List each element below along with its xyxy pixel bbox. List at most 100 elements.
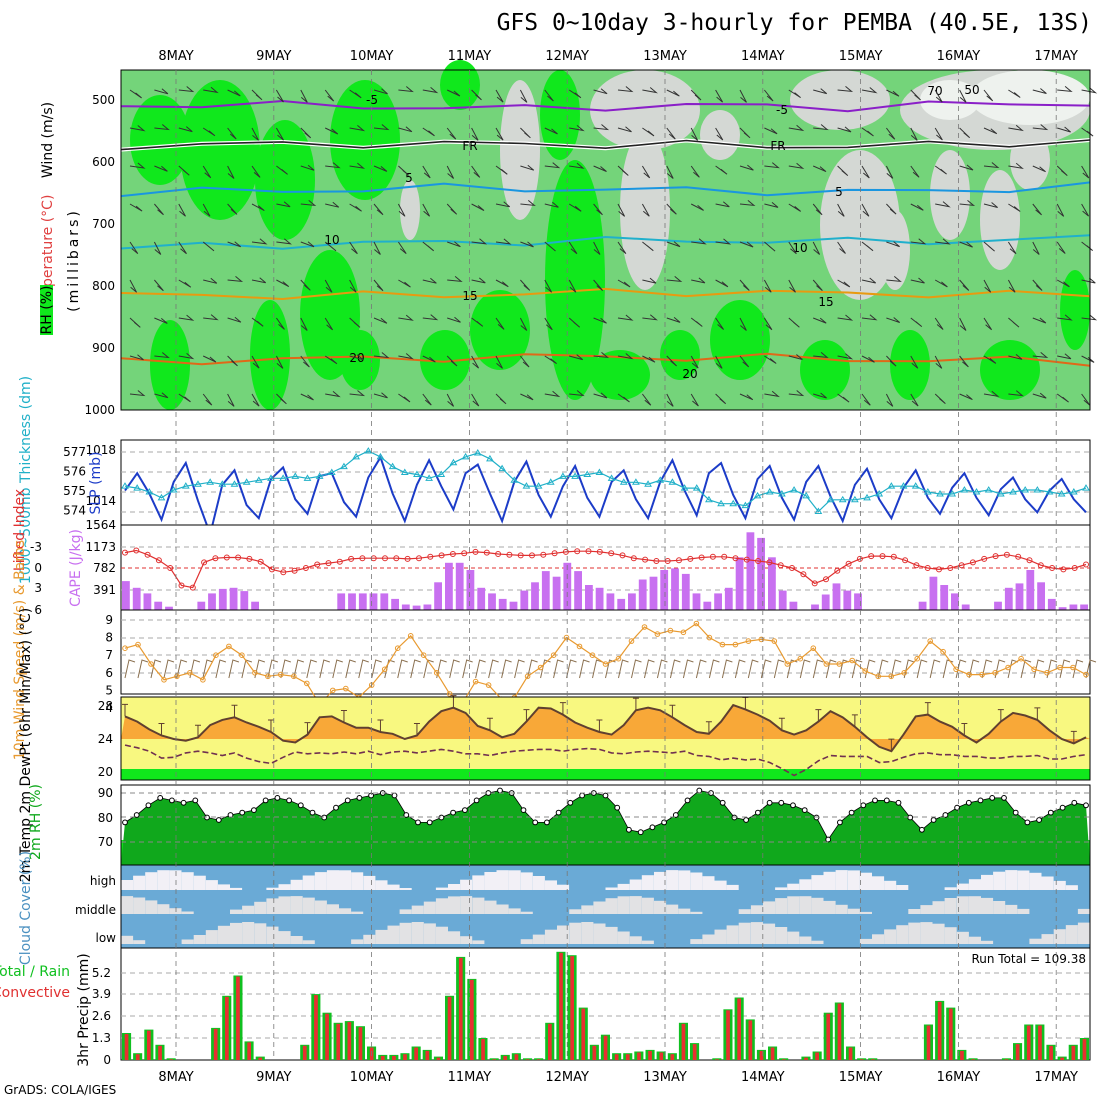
- thickness-point: [729, 499, 738, 507]
- cloud-block: [690, 939, 703, 944]
- wind-barb: [886, 276, 902, 283]
- wind-barb: [1056, 241, 1066, 254]
- wind-barb: [422, 241, 435, 252]
- precip-convective-bar: [525, 1059, 530, 1060]
- wind-barb: [861, 127, 874, 137]
- cloud-block: [508, 908, 521, 914]
- thickness-point: [242, 478, 251, 485]
- wind-barb: [715, 201, 730, 208]
- cloud-block: [641, 875, 654, 890]
- wind-barb: [617, 86, 634, 93]
- wind10-speed-point: [589, 652, 596, 659]
- cloud-block: [714, 880, 727, 890]
- li-point: [540, 551, 547, 558]
- precip-convective-bar: [625, 1054, 630, 1060]
- cloud-block: [569, 922, 582, 944]
- rh-moist-area: [980, 340, 1040, 400]
- cloud-block: [266, 898, 279, 914]
- wind-barb: [1008, 354, 1023, 360]
- cloud-block: [1017, 870, 1030, 890]
- precip-convective-bar: [804, 1057, 808, 1060]
- wind-barb: [812, 203, 823, 216]
- rh-moist-area: [150, 320, 190, 410]
- thickness-point: [717, 499, 725, 507]
- precip-convective-bar: [737, 998, 741, 1060]
- li-point: [314, 561, 321, 568]
- li-point: [687, 555, 694, 562]
- wind-barb: [422, 127, 435, 137]
- cloud-block: [981, 897, 994, 914]
- wind-barb: [203, 277, 218, 284]
- wind-barb: [1081, 127, 1094, 137]
- wind-barb: [813, 88, 828, 95]
- cloud-block: [399, 909, 412, 914]
- cloud-block: [835, 870, 848, 890]
- isotherm-line-FR: [120, 139, 1091, 151]
- cloud-block: [278, 931, 291, 944]
- cloud-block: [641, 897, 654, 914]
- precip-convective-bar: [225, 996, 229, 1060]
- day-label-bottom: 15MAY: [839, 1070, 883, 1085]
- wind10-barb: [968, 659, 980, 679]
- wind-barb: [471, 165, 481, 178]
- wind10-speed-point: [278, 671, 284, 678]
- cloud-block: [702, 876, 715, 890]
- cloud-block: [363, 934, 376, 944]
- pressure-tick-label: 900: [92, 341, 115, 355]
- wind-barb: [202, 355, 217, 363]
- thickness-point: [157, 493, 166, 501]
- precip-convective-bar: [492, 1059, 496, 1060]
- t2m-minmax-bar: [304, 722, 311, 735]
- wind-barb: [788, 279, 796, 293]
- li-point: [336, 558, 343, 565]
- wind-barb: [495, 317, 505, 330]
- cloud-block: [302, 875, 315, 890]
- day-label-bottom: 13MAY: [643, 1070, 687, 1085]
- wind10-speed-point: [485, 682, 492, 688]
- cape-bar: [552, 576, 561, 610]
- cloud-block: [908, 922, 921, 944]
- li-point: [721, 553, 728, 560]
- wind10-barb: [851, 659, 863, 679]
- cloud-block: [593, 901, 606, 914]
- thickness-point: [1045, 488, 1054, 495]
- cloud-block: [484, 900, 497, 914]
- wind-barb: [129, 390, 146, 397]
- wind10-speed-point: [291, 673, 297, 680]
- wind-barb: [129, 354, 144, 361]
- rh-point: [942, 812, 949, 818]
- li-point: [517, 552, 524, 559]
- cape-bar: [778, 590, 787, 610]
- cape-bar: [251, 601, 259, 610]
- thickness-point: [340, 462, 348, 470]
- li-point: [246, 555, 253, 562]
- rh-dry-area: [790, 70, 890, 130]
- cloud-block: [944, 927, 957, 944]
- t2m-minmax-bar: [523, 709, 530, 722]
- cape-bar: [606, 593, 615, 610]
- cloud-block: [326, 904, 339, 914]
- wind-barb: [324, 241, 337, 252]
- wind-barb: [495, 355, 503, 369]
- cape-bar: [574, 571, 582, 610]
- precip-convective-bar: [347, 1022, 352, 1060]
- t2m-minmax-bar: [267, 719, 274, 733]
- wind10-barb: [747, 659, 759, 679]
- cape-bar: [369, 593, 378, 610]
- li-point: [800, 571, 807, 578]
- li-point: [902, 557, 909, 564]
- li-point: [416, 555, 422, 562]
- cape-bar: [811, 604, 819, 610]
- wind-barb: [666, 165, 674, 179]
- cape-bar: [768, 557, 776, 610]
- li-tick-label: 0: [34, 561, 42, 575]
- precip-convective-bar: [826, 1013, 831, 1060]
- wind-barb: [129, 279, 138, 293]
- contour-label: 15: [818, 295, 833, 309]
- wind10-speed-point: [433, 670, 440, 676]
- wind10-speed-point: [187, 670, 193, 676]
- cloud-block: [314, 872, 327, 890]
- wind10-speed-point: [265, 673, 271, 680]
- thickness-point: [571, 472, 579, 479]
- cloud-block: [133, 940, 146, 944]
